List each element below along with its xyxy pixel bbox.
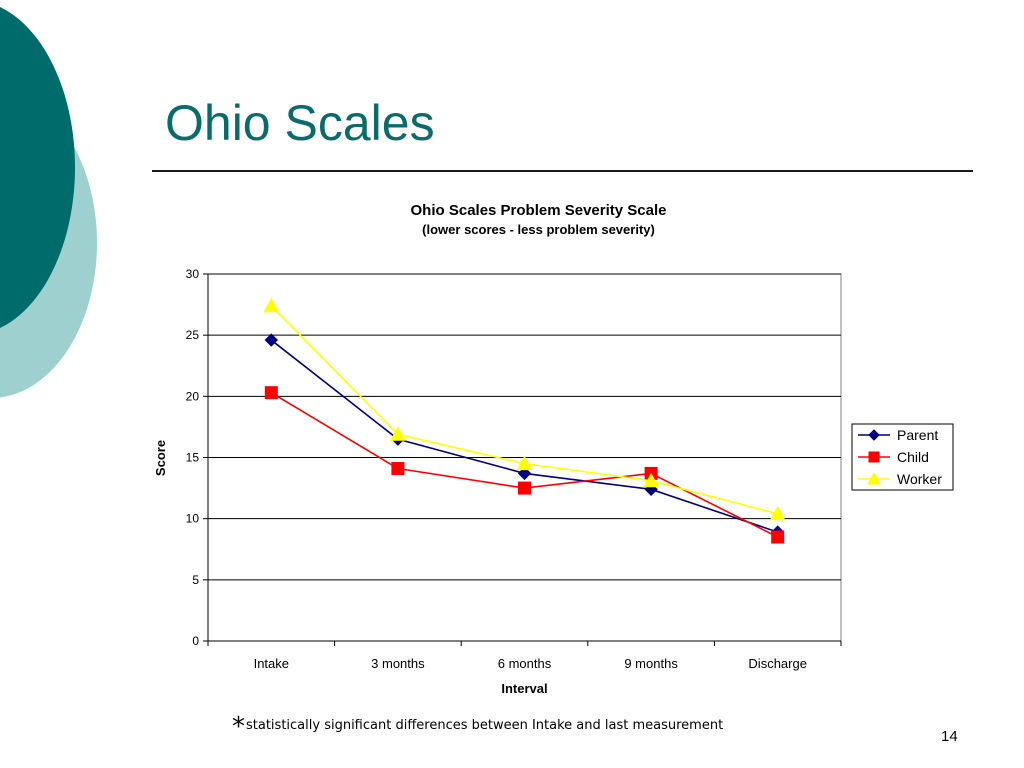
data-point-worker <box>263 297 280 313</box>
data-point-worker <box>643 472 659 488</box>
legend-label-parent: Parent <box>897 427 938 443</box>
x-tick-label: 9 months <box>624 656 678 671</box>
data-point-worker <box>769 505 786 521</box>
y-axis-label: Score <box>153 440 168 476</box>
data-point-child <box>771 530 785 544</box>
y-tick-label: 15 <box>186 451 200 465</box>
data-point-parent <box>264 333 279 347</box>
slide-title: Ohio Scales <box>165 95 435 151</box>
data-point-child <box>264 386 278 400</box>
y-tick-label: 20 <box>186 389 200 403</box>
footnote-asterisk: * <box>232 712 245 742</box>
y-tick-label: 25 <box>186 328 200 342</box>
data-point-parent <box>517 466 532 481</box>
data-point-worker <box>516 455 533 471</box>
footnote: *statistically significant differences b… <box>232 712 723 742</box>
page-number: 14 <box>941 728 958 745</box>
x-axis-label: Interval <box>501 681 547 696</box>
y-tick-label: 30 <box>186 267 200 281</box>
footnote-text: statistically significant differences be… <box>246 718 724 733</box>
data-point-worker <box>390 426 406 441</box>
legend-marker-parent <box>868 429 880 441</box>
y-tick-label: 5 <box>192 573 199 587</box>
title-divider <box>152 170 973 172</box>
y-tick-label: 10 <box>186 512 200 526</box>
data-point-child <box>391 462 405 476</box>
x-tick-label: Discharge <box>748 656 807 671</box>
data-point-child <box>518 481 531 495</box>
chart-title: Ohio Scales Problem Severity Scale <box>411 202 667 219</box>
chart-subtitle: (lower scores - less problem severity) <box>422 222 655 237</box>
legend-marker-worker <box>867 471 881 485</box>
legend-label-worker: Worker <box>897 471 942 487</box>
y-tick-label: 0 <box>192 634 199 648</box>
legend-label-child: Child <box>897 449 929 465</box>
x-tick-label: 6 months <box>498 656 552 671</box>
legend-marker-child <box>868 451 880 463</box>
x-tick-label: Intake <box>254 656 289 671</box>
x-tick-label: 3 months <box>371 656 425 671</box>
